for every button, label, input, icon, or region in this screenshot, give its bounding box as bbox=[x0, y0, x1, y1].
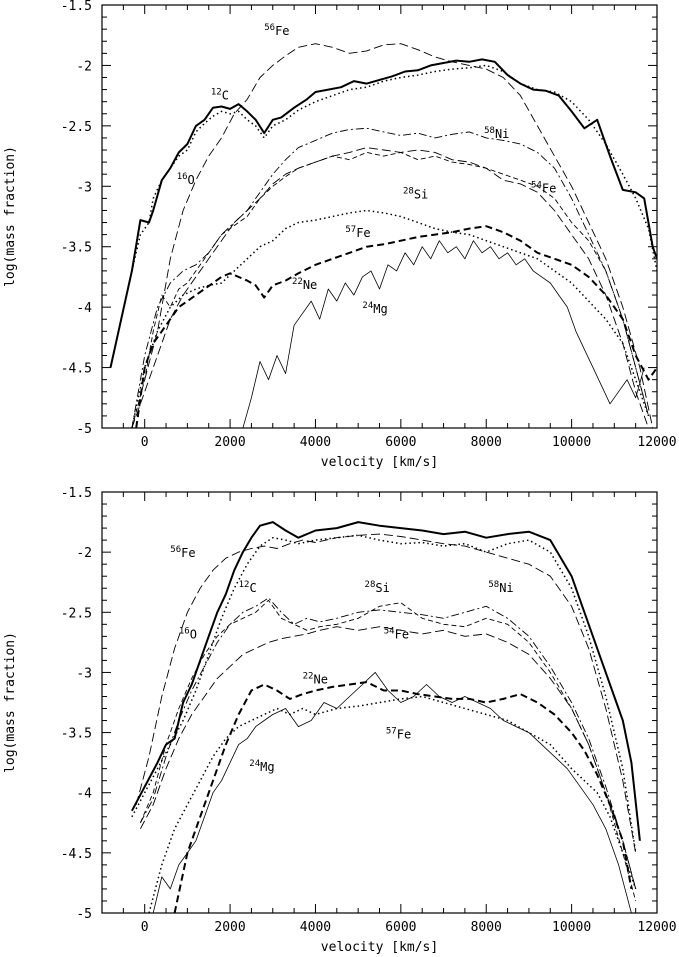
species-label-fe57: 57Fe bbox=[386, 727, 411, 742]
species-label-mg24: 24Mg bbox=[249, 759, 274, 774]
series-group bbox=[131, 521, 641, 913]
series-line-si28 bbox=[131, 151, 649, 428]
series-line-si28 bbox=[139, 599, 637, 902]
y-tick-label: -4 bbox=[76, 301, 92, 316]
series-line-ne22 bbox=[135, 225, 657, 428]
x-tick-label: 12000 bbox=[637, 920, 676, 935]
x-tick-label: 2000 bbox=[214, 920, 245, 935]
series-line-fe54 bbox=[131, 147, 649, 428]
x-tick-label: 10000 bbox=[552, 435, 591, 450]
y-tick-label: -4.5 bbox=[61, 847, 92, 862]
x-tick-label: 12000 bbox=[637, 435, 676, 450]
species-label-o16: 16O bbox=[179, 627, 197, 642]
y-tick-label: -2.5 bbox=[61, 606, 92, 621]
x-tick-label: 6000 bbox=[385, 920, 416, 935]
top-panel: 0 2000 4000 6000 8000 10000 12000 -1.5 -2 -2.5 -3 -… bbox=[3, 0, 677, 470]
series-line-c12 bbox=[109, 58, 657, 368]
species-label-si28: 28Si bbox=[365, 580, 390, 595]
species-label-ni58: 58Ni bbox=[484, 126, 509, 141]
y-tick-label: -3.5 bbox=[61, 241, 92, 256]
species-label-c12: 12C bbox=[211, 87, 229, 102]
bottom-panel: 0 2000 4000 6000 8000 10000 12000 -1.5 -2 -2.5 -3 -… bbox=[3, 486, 677, 955]
species-label-fe54: 54Fe bbox=[384, 627, 409, 642]
y-tick-label: -5 bbox=[76, 907, 92, 922]
x-tick-label: 6000 bbox=[385, 435, 416, 450]
series-line-c12 bbox=[131, 521, 641, 841]
species-label-mg24: 24Mg bbox=[362, 301, 387, 316]
plot-frame bbox=[101, 4, 658, 429]
species-label-si28: 28Si bbox=[403, 186, 428, 201]
y-tick-label: -4 bbox=[76, 787, 92, 802]
x-tick-label: 8000 bbox=[471, 435, 502, 450]
species-label-fe54: 54Fe bbox=[531, 180, 556, 195]
x-tick-label: 10000 bbox=[552, 920, 591, 935]
y-axis-label: log(mass fraction) bbox=[3, 632, 18, 773]
species-label-fe57: 57Fe bbox=[345, 225, 370, 240]
y-tick-label: -2 bbox=[76, 546, 92, 561]
series-line-ni58 bbox=[140, 597, 637, 890]
x-tick-label: 0 bbox=[141, 435, 149, 450]
series-line-mg24 bbox=[242, 240, 645, 428]
tick-marks bbox=[101, 4, 658, 429]
x-axis-label: velocity [km/s] bbox=[321, 455, 438, 470]
species-label-ne22: 22Ne bbox=[292, 277, 317, 292]
y-tick-label: -5 bbox=[76, 422, 92, 437]
y-tick-label: -3 bbox=[76, 666, 92, 681]
x-tick-label: 2000 bbox=[214, 435, 245, 450]
species-label-ni58: 58Ni bbox=[488, 580, 513, 595]
x-tick-label: 8000 bbox=[471, 920, 502, 935]
series-line-fe57 bbox=[148, 695, 637, 913]
series-line-fe56 bbox=[135, 533, 637, 853]
y-axis-label: log(mass fraction) bbox=[3, 146, 18, 287]
species-label-o16: 16O bbox=[177, 172, 195, 187]
series-line-ne22 bbox=[173, 681, 633, 913]
y-tick-label: -3 bbox=[76, 180, 92, 195]
series-line-mg24 bbox=[152, 672, 632, 913]
species-label-ne22: 22Ne bbox=[303, 671, 328, 686]
series-line-ni58 bbox=[131, 127, 649, 428]
tick-marks bbox=[101, 491, 658, 914]
x-axis-label: velocity [km/s] bbox=[321, 940, 438, 955]
species-label-fe56: 56Fe bbox=[170, 545, 195, 560]
y-tick-label: -1.5 bbox=[61, 486, 92, 501]
species-label-c12: 12C bbox=[239, 580, 257, 595]
series-line-fe54 bbox=[140, 626, 637, 890]
y-tick-label: -1.5 bbox=[61, 0, 92, 14]
y-tick-label: -2 bbox=[76, 59, 92, 74]
x-tick-label: 4000 bbox=[300, 435, 331, 450]
series-line-fe56 bbox=[144, 43, 654, 428]
x-tick-label: 4000 bbox=[300, 920, 331, 935]
series-group bbox=[109, 43, 657, 428]
y-tick-label: -4.5 bbox=[61, 362, 92, 377]
x-tick-label: 0 bbox=[141, 920, 149, 935]
species-label-fe56: 56Fe bbox=[264, 23, 289, 38]
y-tick-label: -2.5 bbox=[61, 120, 92, 135]
y-tick-label: -3.5 bbox=[61, 727, 92, 742]
